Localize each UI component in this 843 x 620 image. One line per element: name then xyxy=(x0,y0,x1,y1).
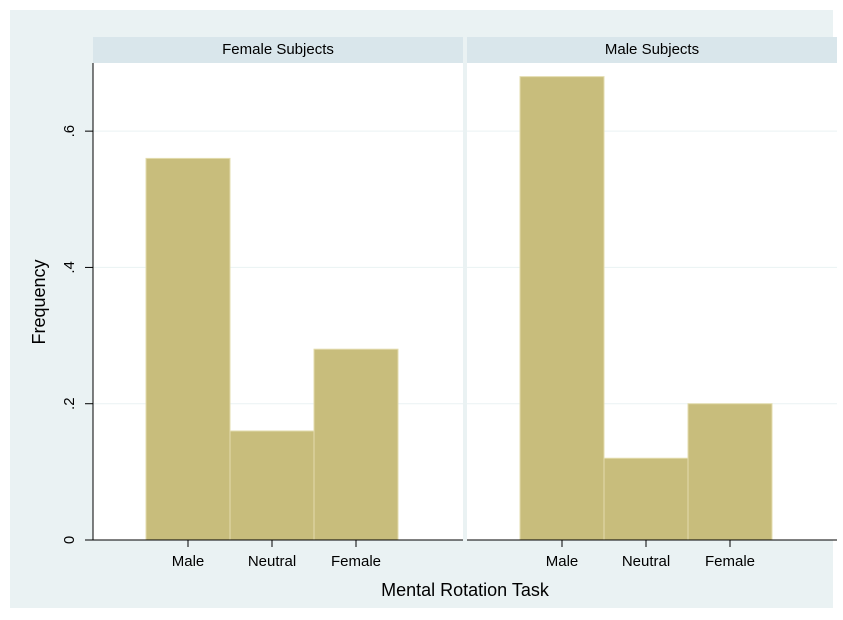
x-tick-label: Female xyxy=(705,553,755,570)
bar xyxy=(519,76,605,541)
y-tick-label: .4 xyxy=(61,261,78,274)
x-tick-label: Male xyxy=(546,553,579,570)
x-axis-label: Mental Rotation Task xyxy=(381,580,550,600)
bar xyxy=(687,403,773,541)
x-tick-label: Female xyxy=(331,553,381,570)
bar xyxy=(313,348,399,541)
bar xyxy=(229,430,315,541)
panel-header xyxy=(93,37,463,63)
panel-title: Female Subjects xyxy=(222,41,334,58)
bar xyxy=(603,457,689,541)
y-tick-label: 0 xyxy=(61,536,78,544)
x-tick-label: Neutral xyxy=(622,553,670,570)
x-tick-label: Neutral xyxy=(248,553,296,570)
y-axis-label: Frequency xyxy=(29,259,49,344)
panel-header xyxy=(467,37,837,63)
y-tick-label: .2 xyxy=(61,397,78,410)
panel-title: Male Subjects xyxy=(605,41,699,58)
x-tick-label: Male xyxy=(172,553,205,570)
y-tick-label: .6 xyxy=(61,125,78,138)
bar xyxy=(145,157,231,541)
